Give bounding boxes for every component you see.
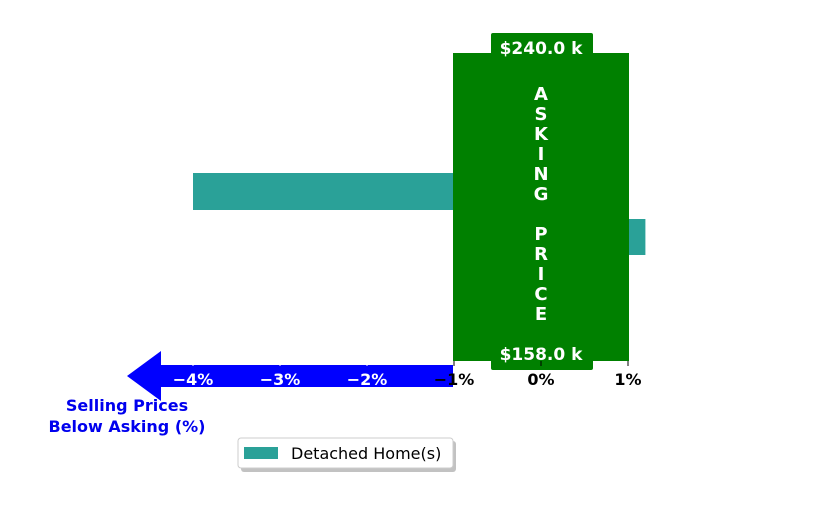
legend-swatch bbox=[244, 447, 278, 459]
x-axis-label-line-1: Below Asking (%) bbox=[49, 417, 206, 436]
x-tick-label-0: −4% bbox=[173, 370, 214, 389]
bottom-price-label: $158.0 k bbox=[500, 345, 584, 365]
band-letter-1: S bbox=[535, 104, 548, 125]
x-axis-label: Selling Prices Below Asking (%) bbox=[49, 396, 206, 436]
x-axis-arrow-layer bbox=[127, 351, 453, 401]
band-letter-8: R bbox=[534, 244, 548, 265]
band-letter-0: A bbox=[534, 84, 548, 105]
band-letter-7: P bbox=[534, 224, 547, 245]
band-letter-9: I bbox=[538, 264, 545, 285]
asking-price-band bbox=[453, 53, 629, 361]
top-price-box bbox=[491, 33, 593, 61]
x-axis-arrow bbox=[127, 351, 453, 401]
band-letter-11: E bbox=[535, 304, 547, 325]
x-tick-label-1: −3% bbox=[260, 370, 301, 389]
legend[interactable]: Detached Home(s) bbox=[237, 437, 456, 472]
band-letter-5: G bbox=[534, 184, 549, 205]
band-letter-3: I bbox=[538, 144, 545, 165]
x-tick-label-2: −2% bbox=[347, 370, 388, 389]
x-tick-label-5: 1% bbox=[614, 370, 641, 389]
legend-label: Detached Home(s) bbox=[291, 444, 441, 463]
legend-box bbox=[237, 437, 454, 469]
x-tick-labels: −4% −3% −2% −1% 0% 1% bbox=[173, 361, 642, 389]
x-tick-label-3: −1% bbox=[434, 370, 475, 389]
x-tick-label-4: 0% bbox=[527, 370, 554, 389]
x-axis-label-line-0: Selling Prices bbox=[66, 396, 188, 415]
band-letter-4: N bbox=[533, 164, 548, 185]
band-letter-2: K bbox=[534, 124, 549, 145]
top-price-label: $240.0 k bbox=[500, 39, 584, 59]
band-letter-10: C bbox=[534, 284, 547, 305]
bottom-price-box bbox=[491, 342, 593, 370]
